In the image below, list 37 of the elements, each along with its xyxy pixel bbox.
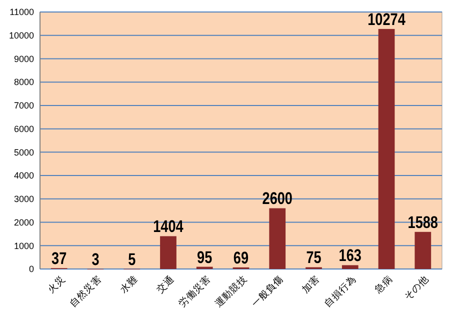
data-label: 69 bbox=[233, 249, 249, 268]
bar bbox=[378, 28, 395, 269]
data-label: 10274 bbox=[368, 10, 406, 30]
x-tick-label: 水難 bbox=[118, 272, 140, 296]
x-tick-label: 火災 bbox=[44, 272, 68, 296]
x-tick-label: 自然災害 bbox=[67, 272, 104, 310]
x-tick-label: 急病 bbox=[372, 272, 395, 296]
y-tick-label: 11000 bbox=[10, 7, 34, 18]
x-tick-label: 加害 bbox=[300, 272, 322, 296]
data-label: 1404 bbox=[153, 218, 184, 237]
x-tick-label: 運動競技 bbox=[212, 272, 250, 310]
y-tick-label: 10000 bbox=[8, 30, 34, 41]
y-tick-label: 1000 bbox=[14, 240, 34, 251]
bar bbox=[269, 208, 286, 269]
y-tick-label: 5000 bbox=[14, 147, 34, 158]
y-tick-label: 9000 bbox=[14, 54, 34, 64]
y-tick-label: 0 bbox=[28, 264, 34, 274]
data-label: 95 bbox=[197, 248, 213, 268]
y-tick-label: 8000 bbox=[14, 77, 34, 88]
data-label: 3 bbox=[92, 250, 100, 270]
bar bbox=[342, 265, 358, 269]
y-tick-label: 2000 bbox=[14, 217, 34, 228]
data-label: 75 bbox=[306, 248, 322, 268]
y-tick-label: 7000 bbox=[14, 100, 34, 111]
data-label: 5 bbox=[128, 250, 136, 270]
bar bbox=[160, 236, 176, 269]
y-tick-label: 4000 bbox=[14, 170, 34, 181]
data-label: 163 bbox=[338, 246, 362, 266]
x-tick-label: 自損行為 bbox=[322, 272, 359, 310]
y-tick-label: 3000 bbox=[14, 194, 34, 204]
x-tick-label: 交通 bbox=[154, 272, 177, 296]
x-tick-label: 労働災害 bbox=[176, 272, 214, 310]
y-tick-label: 6000 bbox=[14, 124, 34, 134]
x-tick-label: 一般負傷 bbox=[249, 272, 286, 310]
x-tick-label: その他 bbox=[402, 272, 432, 303]
bar bbox=[414, 232, 432, 269]
data-label: 37 bbox=[52, 250, 67, 269]
